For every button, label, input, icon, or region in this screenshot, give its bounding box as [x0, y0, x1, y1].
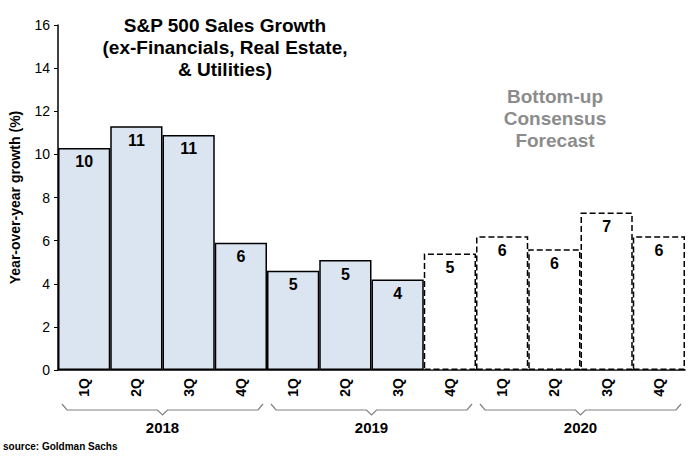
svg-text:source: Goldman Sachs: source: Goldman Sachs [3, 441, 118, 452]
svg-text:1Q: 1Q [494, 378, 510, 397]
svg-text:2020: 2020 [564, 419, 597, 436]
svg-text:3Q: 3Q [599, 378, 615, 397]
svg-text:11: 11 [128, 132, 145, 149]
svg-text:16: 16 [34, 17, 50, 33]
svg-text:4Q: 4Q [442, 378, 458, 397]
svg-text:2018: 2018 [146, 419, 179, 436]
svg-text:6: 6 [236, 248, 245, 265]
svg-text:7: 7 [602, 218, 611, 235]
svg-text:Consensus: Consensus [504, 108, 606, 129]
svg-text:S&P 500 Sales Growth: S&P 500 Sales Growth [124, 15, 326, 36]
svg-text:6: 6 [654, 242, 663, 259]
svg-text:14: 14 [34, 60, 50, 76]
svg-text:(ex-Financials, Real Estate,: (ex-Financials, Real Estate, [103, 37, 348, 58]
svg-text:12: 12 [34, 103, 50, 119]
svg-text:8: 8 [42, 190, 50, 206]
svg-text:2Q: 2Q [546, 378, 562, 397]
svg-text:4Q: 4Q [651, 378, 667, 397]
svg-text:2: 2 [42, 319, 50, 335]
svg-text:10: 10 [34, 146, 50, 162]
svg-text:5: 5 [289, 276, 298, 293]
svg-text:4: 4 [393, 285, 402, 302]
svg-text:1Q: 1Q [76, 378, 92, 397]
svg-text:6: 6 [42, 233, 50, 249]
svg-text:& Utilities): & Utilities) [178, 59, 272, 80]
svg-text:Forecast: Forecast [515, 130, 595, 151]
svg-text:3Q: 3Q [181, 378, 197, 397]
svg-text:5: 5 [341, 266, 350, 283]
svg-text:4: 4 [42, 276, 50, 292]
svg-text:0: 0 [42, 362, 50, 378]
svg-text:6: 6 [498, 242, 507, 259]
svg-text:Year-over-year growth (%): Year-over-year growth (%) [7, 111, 23, 285]
svg-text:6: 6 [550, 255, 559, 272]
svg-text:10: 10 [75, 153, 93, 170]
svg-text:4Q: 4Q [233, 378, 249, 397]
svg-text:1Q: 1Q [285, 378, 301, 397]
svg-text:2Q: 2Q [128, 378, 144, 397]
svg-text:2019: 2019 [355, 419, 388, 436]
svg-text:11: 11 [180, 140, 197, 157]
svg-text:Bottom-up: Bottom-up [507, 86, 603, 107]
svg-text:5: 5 [445, 259, 454, 276]
svg-text:3Q: 3Q [390, 378, 406, 397]
svg-text:2Q: 2Q [337, 378, 353, 397]
